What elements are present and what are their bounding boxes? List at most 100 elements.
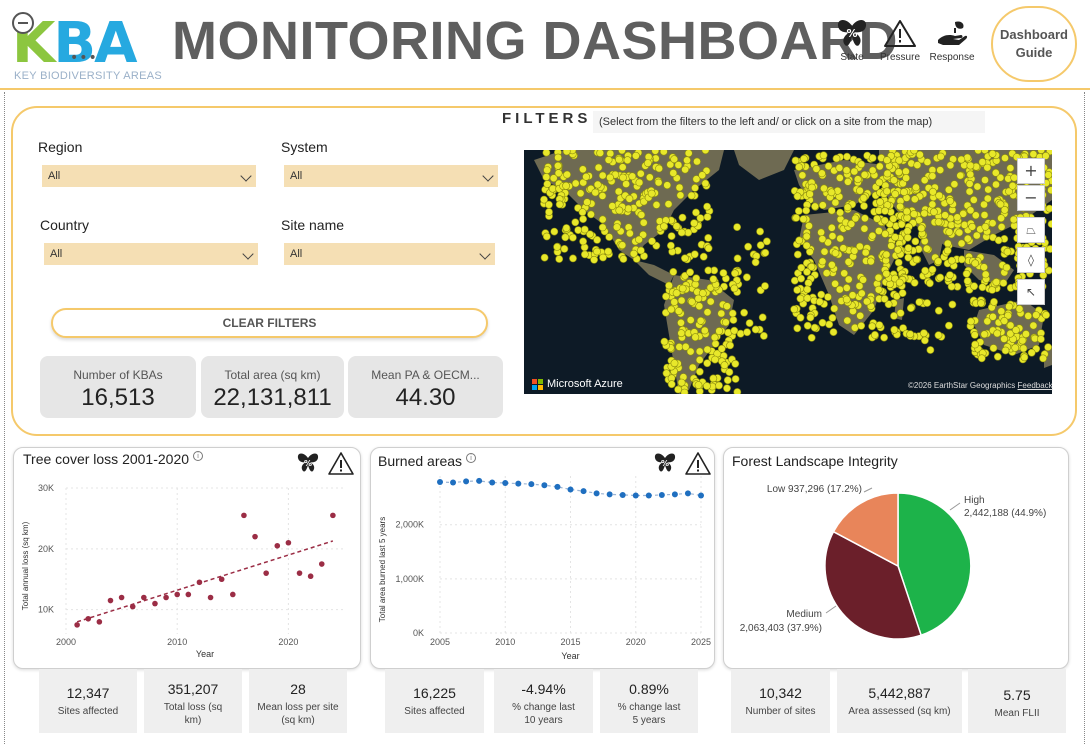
kba-site-marker [928,265,937,274]
kba-site-marker [613,223,621,231]
kba-site-marker [651,150,660,155]
kba-site-marker [605,233,614,241]
site-name-select[interactable]: All [284,243,495,265]
pressure-nav-button[interactable]: Pressure [870,18,930,63]
kba-site-marker [1029,150,1038,159]
site-name-select-value: All [290,248,303,260]
kba-site-marker [756,227,764,236]
region-select[interactable]: All [42,165,256,187]
map-canvas[interactable] [524,150,1052,394]
stat-label: Mean loss per site (sq km) [257,702,339,726]
info-icon[interactable]: i [466,453,477,463]
kba-site-marker [911,237,920,246]
kba-site-marker [817,169,826,178]
leader-line [863,487,873,493]
x-tick-label: 2025 [691,637,711,647]
data-point [163,594,169,601]
kba-site-map[interactable] [524,150,1052,394]
stat-tree-sites-affected: 12,347 Sites affected [39,669,137,733]
stat-label: Sites affected [404,706,465,717]
kba-site-marker [614,187,623,196]
kba-site-marker [560,245,569,253]
zoom-out-button[interactable]: − [1017,185,1045,211]
kba-site-marker [648,237,656,246]
back-navigation-icon[interactable] [12,12,34,34]
kba-site-marker [989,344,998,352]
kba-site-marker [802,206,811,215]
response-nav-button[interactable]: Response [922,18,982,63]
kba-site-marker [579,237,587,246]
kba-site-marker [666,160,675,169]
kba-site-marker [590,255,598,264]
kba-site-marker [882,269,891,278]
compass-button[interactable]: ◊ [1017,247,1045,273]
zoom-in-button[interactable]: + [1017,158,1045,184]
kba-site-marker [921,266,929,275]
kba-site-marker [635,178,644,187]
kba-site-marker [810,323,819,332]
system-select[interactable]: All [284,165,498,187]
kba-site-marker [896,202,904,211]
clear-filters-button[interactable]: CLEAR FILTERS [51,308,488,338]
kba-site-marker [840,269,849,278]
kba-site-marker [1001,154,1009,162]
kba-site-marker [550,227,559,236]
kba-site-marker [893,245,902,254]
data-point [152,600,158,607]
kba-site-marker [805,247,814,256]
kba-site-marker [803,285,812,294]
info-icon[interactable]: i [193,451,204,461]
kba-site-marker [731,359,740,368]
kba-site-marker [891,233,899,242]
more-options-icon[interactable]: ••• [70,50,98,66]
kba-site-marker [797,274,805,283]
stat-burned-change-10y: -4.94% % change last 10 years [494,669,593,733]
kba-site-marker [948,300,957,309]
kba-site-marker [654,178,663,187]
kba-site-marker [699,252,708,261]
state-nav-button[interactable]: % State [822,18,882,63]
kba-site-marker [1006,164,1015,172]
burned-areas-chart: % 0K 1,000K 2,000K 2005 2010 2015 2020 2025 Year… [378,452,711,661]
y-tick-label: 0K [413,628,424,638]
kba-site-marker [704,234,713,242]
kba-site-marker [984,185,993,194]
tilt-button[interactable]: ⏢ [1017,217,1045,243]
svg-text:%: % [304,459,312,468]
selection-tool-button[interactable]: ↖ [1017,279,1045,305]
kba-site-marker [586,230,594,239]
kba-site-marker [637,246,645,255]
kba-site-marker [980,211,989,219]
microsoft-logo-icon [532,378,543,390]
kba-site-marker [855,186,864,195]
kba-site-marker [923,158,932,166]
kba-site-marker [850,246,859,255]
kba-site-marker [692,274,701,283]
kba-site-marker [950,180,959,189]
kba-site-marker [1008,181,1017,190]
kba-site-marker [965,187,974,196]
kba-site-marker [900,188,908,196]
kba-site-markers[interactable] [540,150,1052,394]
kba-site-marker [980,263,988,272]
stat-burned-sites-affected: 16,225 Sites affected [385,669,484,733]
kba-site-marker [793,250,802,259]
kba-site-marker [882,187,891,196]
header-divider [0,88,1090,90]
data-point [450,479,457,486]
kba-site-marker [839,244,848,253]
kba-site-marker [891,190,900,198]
kba-site-marker [947,256,956,265]
kba-site-marker [665,281,673,290]
kba-site-marker [792,214,801,222]
kba-site-marker [997,307,1006,316]
country-select[interactable]: All [44,243,258,265]
dashboard-guide-button[interactable]: Dashboard Guide [991,6,1077,82]
kba-site-marker [670,298,679,306]
kba-site-marker [970,330,979,339]
data-point [437,478,443,485]
kba-site-marker [996,173,1005,182]
kba-site-marker [992,180,1000,189]
kba-site-marker [692,208,700,217]
map-feedback-link[interactable]: Feedback [1017,381,1053,390]
